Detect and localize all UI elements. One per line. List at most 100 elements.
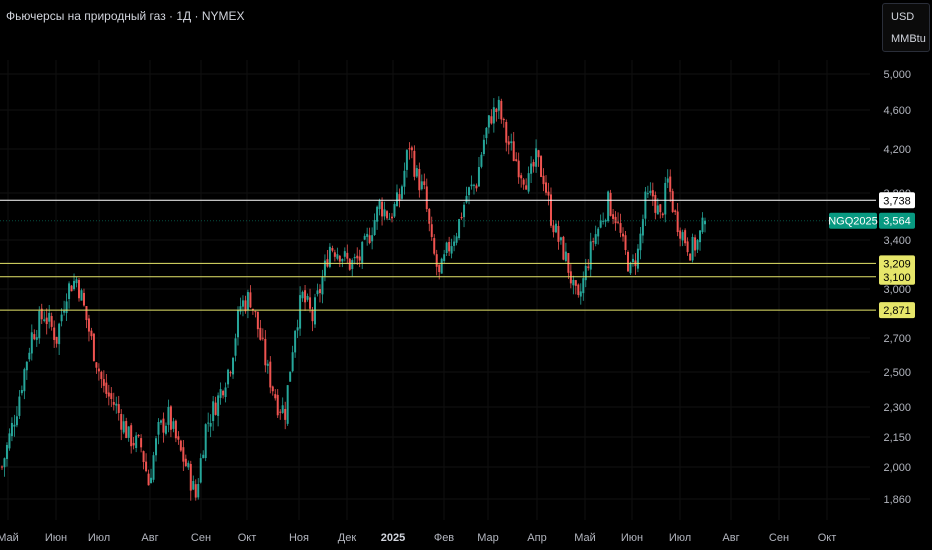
candle-body [381, 201, 384, 217]
candle-body [450, 246, 453, 254]
candle-body [599, 220, 602, 228]
level-price-badge [879, 255, 915, 272]
candle-body [142, 451, 145, 463]
candle-body [23, 369, 26, 392]
candle-body [552, 225, 555, 233]
level-price-badge [879, 268, 915, 285]
candle-body [542, 175, 545, 185]
candle-body [70, 285, 73, 292]
candle-body [274, 394, 277, 399]
candle-body [458, 219, 461, 239]
candle-body [391, 216, 394, 219]
candle-body [358, 256, 361, 261]
candle-body [164, 425, 167, 434]
candle-body [311, 310, 314, 322]
level-price-text: 3,100 [883, 272, 911, 284]
time-axis-label: 2025 [381, 532, 405, 544]
price-axis[interactable]: 5,0004,6004,2003,8003,4003,0002,7002,500… [883, 69, 911, 506]
candle-body [378, 200, 381, 210]
horizontal-levels[interactable] [0, 199, 876, 311]
candle-body [45, 317, 48, 325]
candle-body [212, 401, 215, 422]
price-axis-label: 2,500 [883, 367, 911, 379]
time-axis[interactable]: Май Июн Июл Авг Сен Окт Ноя Дек 2025 Фев Мар Апр Май… [0, 532, 836, 544]
candle-body [502, 118, 505, 121]
candle-body [405, 150, 408, 170]
candle-body [38, 310, 41, 339]
candle-body [68, 283, 71, 300]
candle-body [485, 127, 488, 139]
candle-body [510, 141, 513, 144]
candle-body [140, 438, 143, 448]
price-axis-label: 4,200 [883, 144, 911, 156]
candle-body [699, 230, 702, 243]
price-axis-label: 3,400 [883, 235, 911, 247]
candle-body [694, 237, 697, 251]
candle-body [626, 251, 629, 272]
candle-body [676, 211, 679, 233]
candle-body [356, 255, 359, 259]
candle-body [261, 337, 264, 339]
price-axis-label: 1,860 [883, 494, 911, 506]
unit-selector[interactable]: USD MMBtu [882, 3, 930, 52]
candle-body [125, 421, 128, 438]
time-axis-label: Июл [88, 532, 110, 544]
candle-body [159, 420, 162, 423]
candle-body [574, 280, 577, 286]
currency-label[interactable]: USD [891, 11, 915, 23]
candle-body [577, 284, 580, 295]
candle-body [321, 277, 324, 295]
candle-body [152, 455, 155, 480]
candle-body [145, 461, 148, 472]
candle-body [530, 163, 533, 174]
candle-body [641, 219, 644, 236]
candle-body [316, 290, 319, 295]
time-axis-label: Окт [238, 532, 257, 544]
candle-body [348, 258, 351, 270]
candle-body [256, 311, 259, 330]
candle-body [346, 252, 349, 259]
candle-body [189, 463, 192, 491]
candle-body [147, 473, 150, 486]
candle-body [644, 191, 647, 219]
candle-body [646, 193, 649, 195]
candle-body [415, 168, 418, 177]
candle-body [202, 454, 205, 459]
candle-body [388, 218, 391, 220]
candle-body [482, 139, 485, 155]
candle-body [540, 156, 543, 177]
candle-body [224, 387, 227, 397]
price-axis-label: 3,000 [883, 284, 911, 296]
candle-body [85, 306, 88, 321]
candle-body [535, 148, 538, 167]
candle-body [631, 258, 634, 262]
candle-body [547, 191, 550, 196]
candle-body [30, 332, 33, 354]
unit-label[interactable]: MMBtu [891, 33, 926, 45]
candle-body [487, 115, 490, 128]
candle-body [167, 406, 170, 425]
candle-body [90, 330, 93, 337]
candle-body [214, 402, 217, 415]
candle-body [569, 271, 572, 284]
level-price-badge [879, 192, 915, 209]
candle-body [492, 107, 495, 124]
candle-body [187, 462, 190, 468]
candle-body [622, 233, 625, 237]
candle-body [174, 420, 177, 439]
candle-body [80, 290, 83, 301]
candle-body [169, 406, 172, 430]
candle-body [654, 194, 657, 213]
candle-body [301, 291, 304, 299]
candle-body [475, 185, 478, 189]
candle-body [440, 258, 443, 274]
candle-body [58, 323, 61, 345]
candle-body [649, 190, 652, 193]
candle-body [373, 220, 376, 235]
candle-body [304, 290, 307, 303]
candle-body [564, 251, 567, 261]
candle-body [338, 255, 341, 262]
candle-body [234, 338, 237, 356]
candle-body [259, 327, 262, 340]
